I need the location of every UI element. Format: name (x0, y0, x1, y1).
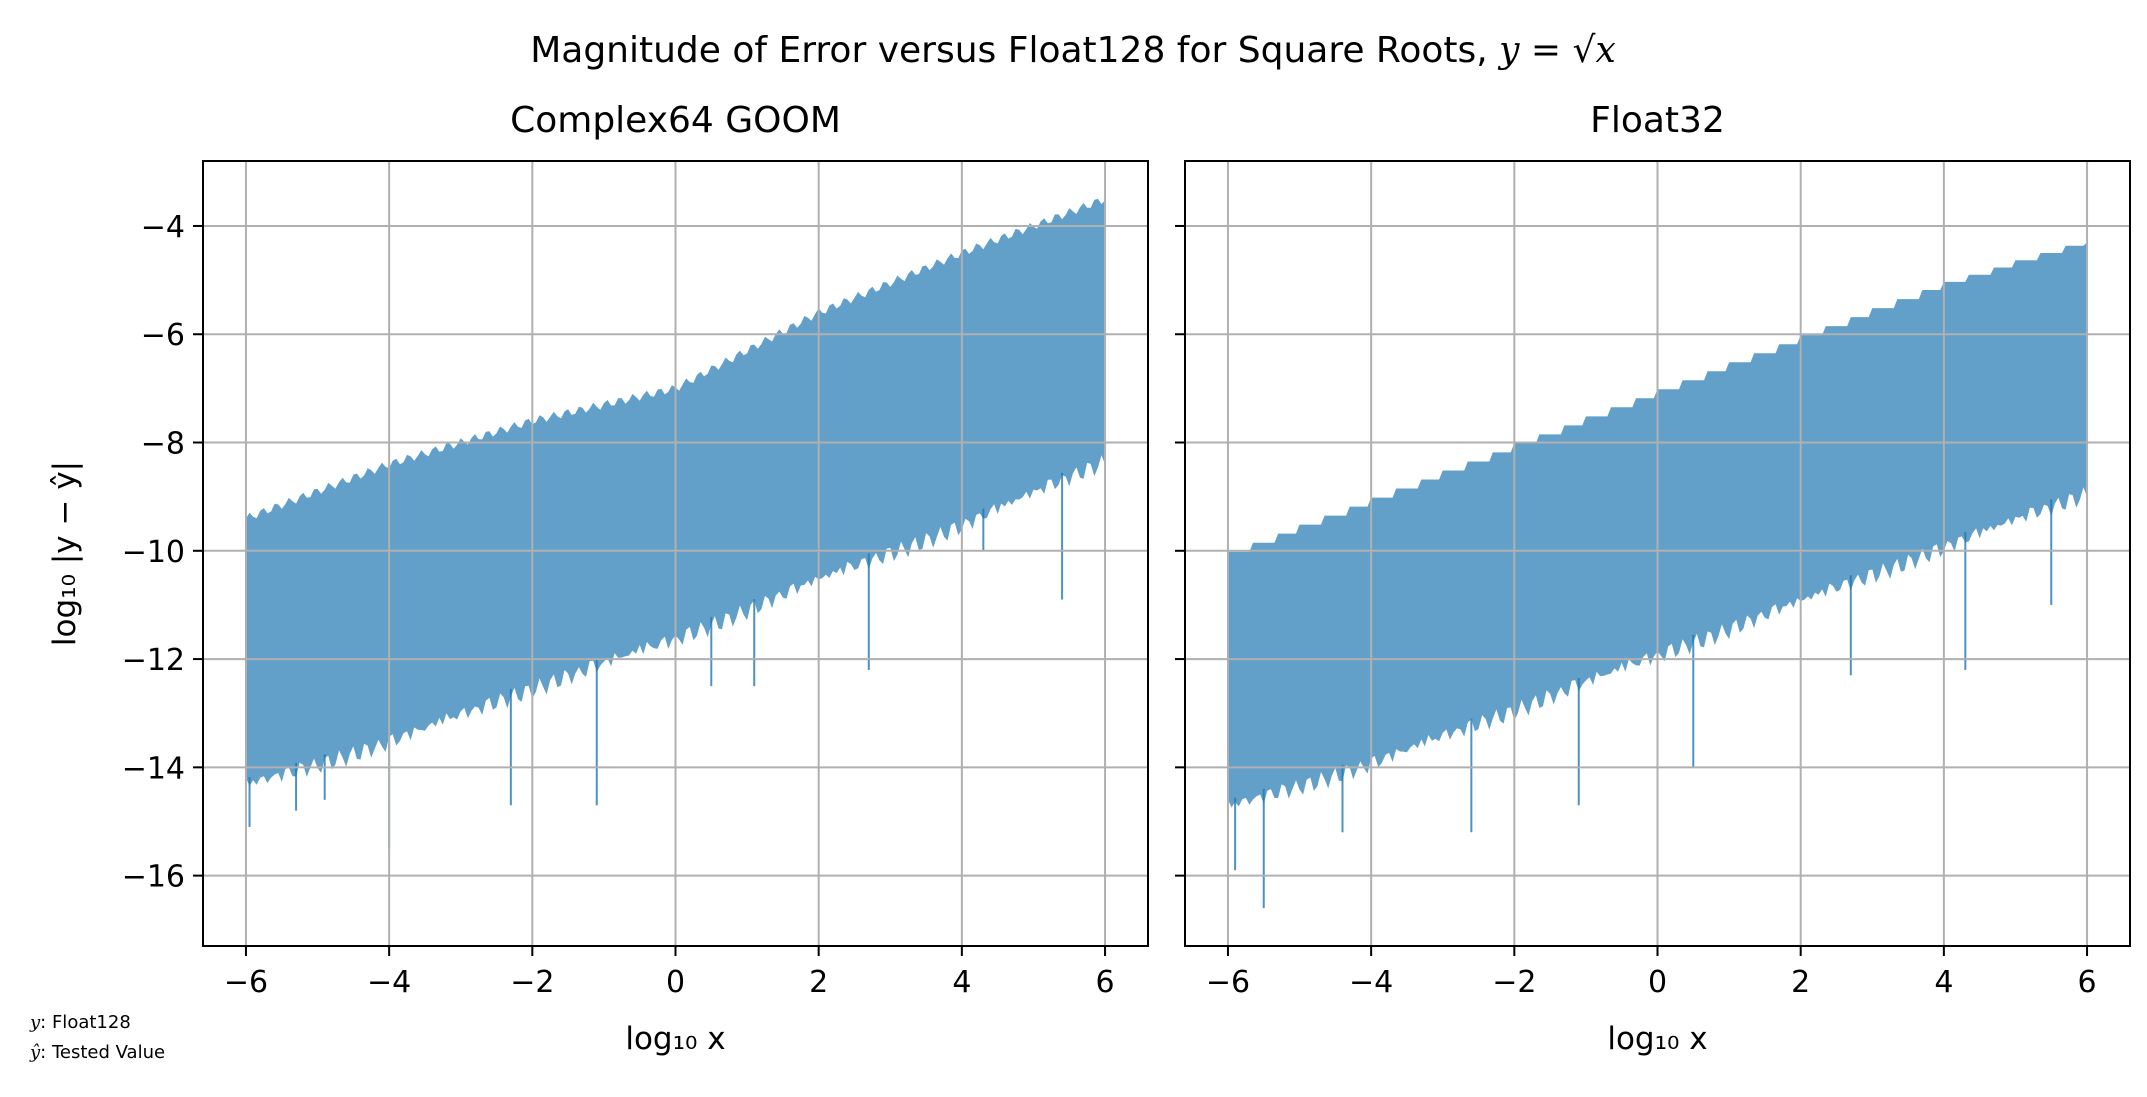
y-tick-label: −4 (141, 210, 185, 245)
x-axis-label: log₁₀ x (625, 1021, 725, 1057)
x-tick-label: −4 (367, 965, 411, 1000)
y-tick-label: −12 (122, 643, 185, 678)
footnote-y: y: Float128 (30, 1012, 131, 1034)
x-tick-label: −2 (1492, 965, 1536, 1000)
x-tick-label: −4 (1349, 965, 1393, 1000)
footnote-yhat-text: : Tested Value (40, 1042, 166, 1063)
panel-title: Float32 (1590, 100, 1725, 141)
x-tick-label: −6 (1206, 965, 1250, 1000)
x-tick-label: 2 (809, 965, 828, 1000)
y-tick-label: −8 (141, 427, 185, 462)
y-tick-label: −6 (141, 318, 185, 353)
x-tick-label: 4 (1934, 965, 1953, 1000)
x-tick-label: 6 (2077, 965, 2096, 1000)
x-tick-label: 6 (1095, 965, 1114, 1000)
x-axis-label: log₁₀ x (1607, 1021, 1707, 1057)
footnote-y-symbol: y (30, 1012, 41, 1033)
x-tick-label: 0 (666, 965, 685, 1000)
footnote-y-text: : Float128 (40, 1012, 131, 1033)
suptitle-math: y = √x (1497, 30, 1616, 71)
x-tick-label: 2 (1791, 965, 1810, 1000)
x-tick-label: 4 (952, 965, 971, 1000)
x-tick-label: −2 (510, 965, 554, 1000)
y-axis-label: log₁₀ |y − ŷ| (47, 461, 83, 646)
panel-complex64-goom: Complex64 GOOM −6 −4 −2 0 2 4 6 −4 −6 −8 −10 −12 −14 −… (47, 100, 1149, 1057)
y-tick-label: −16 (122, 860, 185, 895)
panel-title: Complex64 GOOM (510, 100, 841, 141)
figure-suptitle: Magnitude of Error versus Float128 for S… (530, 30, 1616, 71)
footnote-yhat: ŷ: Tested Value (30, 1042, 165, 1064)
x-tick-label: −6 (224, 965, 268, 1000)
x-tick-label: 0 (1648, 965, 1667, 1000)
y-tick-label: −14 (122, 751, 185, 786)
y-tick-label: −10 (122, 535, 185, 570)
footnote-yhat-symbol: ŷ (30, 1042, 41, 1063)
suptitle-text: Magnitude of Error versus Float128 for S… (530, 30, 1499, 71)
panel-float32: Float32 −6 −4 −2 0 2 4 6 log₁₀ x (1175, 100, 2131, 1057)
